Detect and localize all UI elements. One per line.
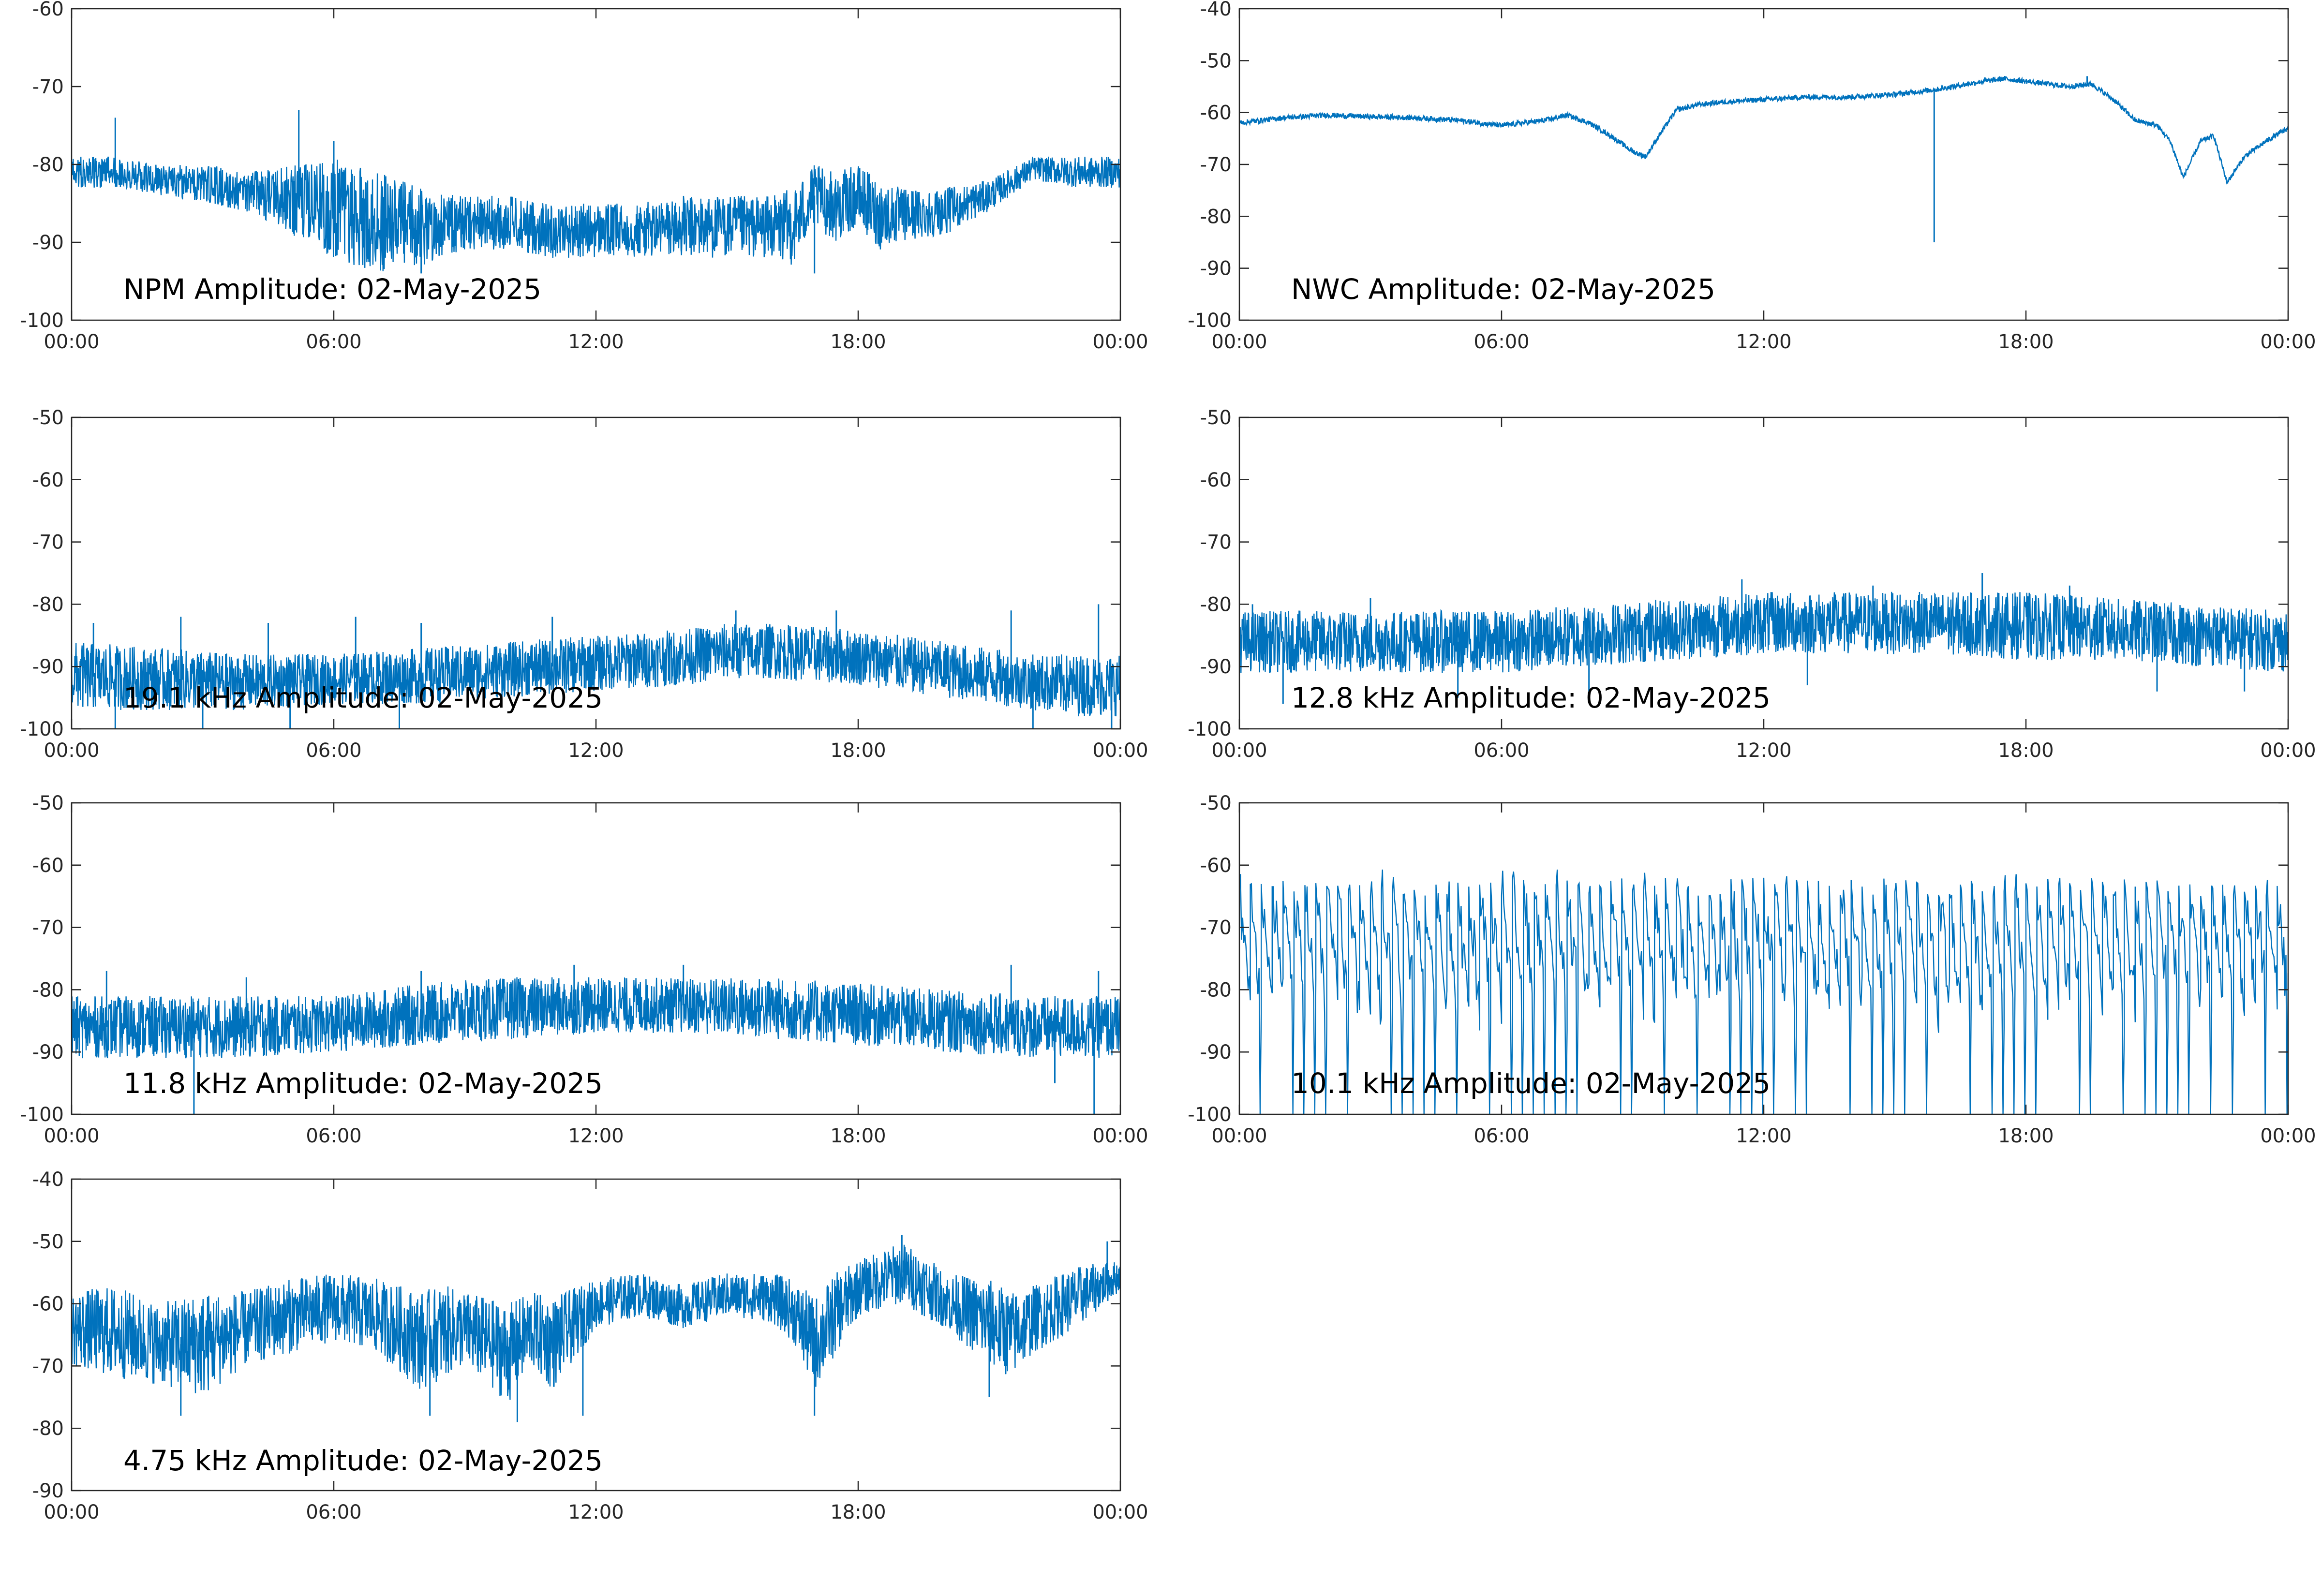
y-tick-label: -40	[32, 1168, 64, 1191]
y-tick-label: -60	[32, 469, 64, 491]
panel-title: 19.1 kHz Amplitude: 02-May-2025	[123, 681, 603, 714]
y-tick-label: -80	[32, 154, 64, 176]
data-line	[1239, 869, 2288, 1114]
panel-nwc: 00:00 06:00 12:00 18:00 00:00 -40 -50 -60 -70 -80…	[1188, 0, 2316, 353]
x-tick-label: 00:00	[1092, 331, 1148, 353]
x-tick-label: 06:00	[1474, 331, 1529, 353]
x-tick-label: 18:00	[830, 1125, 886, 1147]
x-tick-label: 00:00	[1211, 1125, 1267, 1147]
x-tick-label: 18:00	[830, 1501, 886, 1523]
panel-title: NWC Amplitude: 02-May-2025	[1291, 273, 1715, 306]
y-tick-label: -50	[1200, 792, 1232, 814]
x-tick-label: 00:00	[44, 1125, 99, 1147]
y-tick-label: -50	[32, 792, 64, 814]
y-tick-label: -50	[32, 407, 64, 429]
y-tick-label: -80	[1200, 593, 1232, 616]
x-tick-label: 00:00	[2260, 739, 2316, 762]
panel-10-1-khz: 00:00 06:00 12:00 18:00 00:00 -50 -60 -70 -80 -90…	[1188, 792, 2316, 1147]
y-tick-label: -80	[32, 979, 64, 1001]
x-tick-label: 18:00	[1998, 739, 2054, 762]
y-tick-label: -50	[1200, 50, 1232, 72]
x-tick-label: 06:00	[1474, 739, 1529, 762]
x-tick-label: 00:00	[44, 1501, 99, 1523]
panel-title: 12.8 kHz Amplitude: 02-May-2025	[1291, 681, 1771, 714]
y-tick-label: -80	[1200, 206, 1232, 228]
y-tick-label: -70	[32, 917, 64, 939]
y-tick-label: -60	[1200, 855, 1232, 877]
y-tick-label: -90	[32, 1041, 64, 1064]
x-tick-label: 06:00	[1474, 1125, 1529, 1147]
y-tick-label: -60	[32, 0, 64, 20]
data-line	[72, 623, 1120, 717]
y-tick-label: -90	[32, 1480, 64, 1502]
y-tick-label: -80	[32, 1418, 64, 1440]
y-tick-label: -100	[20, 718, 64, 740]
x-tick-label: 00:00	[44, 331, 99, 353]
x-tick-label: 00:00	[1092, 739, 1148, 762]
x-tick-label: 00:00	[1211, 331, 1267, 353]
y-tick-label: -100	[20, 310, 64, 332]
x-tick-label: 12:00	[568, 1501, 624, 1523]
panel-title: 10.1 kHz Amplitude: 02-May-2025	[1291, 1067, 1771, 1100]
x-tick-label: 06:00	[306, 1501, 361, 1523]
y-tick-label: -80	[32, 593, 64, 616]
y-tick-label: -60	[1200, 469, 1232, 491]
y-tick-label: -70	[32, 1355, 64, 1377]
x-tick-label: 00:00	[2260, 331, 2316, 353]
data-line	[72, 156, 1120, 271]
x-tick-label: 06:00	[306, 331, 361, 353]
y-tick-label: -70	[32, 76, 64, 98]
y-tick-label: -90	[32, 232, 64, 254]
panel-title: 11.8 kHz Amplitude: 02-May-2025	[123, 1067, 603, 1100]
x-tick-label: 00:00	[1092, 1501, 1148, 1523]
data-line	[1239, 591, 2288, 673]
data-line	[72, 977, 1120, 1059]
panel-19-1-khz: 00:00 06:00 12:00 18:00 00:00 -50 -60 -70 -80 -90…	[20, 407, 1148, 762]
panel-4-75-khz: 00:00 06:00 12:00 18:00 00:00 -40 -50 -60 -70 -80…	[32, 1168, 1148, 1523]
data-line	[1239, 76, 2288, 186]
y-tick-label: -100	[20, 1104, 64, 1126]
x-tick-label: 00:00	[1092, 1125, 1148, 1147]
x-tick-label: 12:00	[1736, 331, 1791, 353]
y-tick-label: -60	[32, 855, 64, 877]
x-tick-label: 18:00	[830, 331, 886, 353]
panel-title: 4.75 kHz Amplitude: 02-May-2025	[123, 1444, 603, 1477]
x-tick-label: 12:00	[568, 331, 624, 353]
data-line	[72, 1244, 1120, 1400]
x-tick-label: 12:00	[1736, 739, 1791, 762]
x-tick-label: 18:00	[1998, 1125, 2054, 1147]
y-tick-label: -70	[1200, 154, 1232, 176]
y-tick-label: -70	[1200, 532, 1232, 554]
y-tick-label: -100	[1188, 1104, 1232, 1126]
panel-12-8-khz: 00:00 06:00 12:00 18:00 00:00 -50 -60 -70 -80 -90…	[1188, 407, 2316, 762]
panel-npm: 00:00 06:00 12:00 18:00 00:00 -60 -70 -80 -90 -10…	[20, 0, 1148, 353]
x-tick-label: 06:00	[306, 739, 361, 762]
x-tick-label: 12:00	[1736, 1125, 1791, 1147]
x-tick-label: 12:00	[568, 1125, 624, 1147]
x-tick-label: 00:00	[44, 739, 99, 762]
x-tick-label: 00:00	[1211, 739, 1267, 762]
y-tick-label: -70	[32, 532, 64, 554]
y-tick-label: -90	[1200, 258, 1232, 280]
y-tick-label: -60	[32, 1293, 64, 1315]
y-tick-label: -90	[1200, 656, 1232, 678]
panel-title: NPM Amplitude: 02-May-2025	[123, 273, 541, 306]
x-tick-label: 12:00	[568, 739, 624, 762]
x-tick-label: 18:00	[830, 739, 886, 762]
y-tick-label: -70	[1200, 917, 1232, 939]
y-tick-label: -80	[1200, 979, 1232, 1001]
y-tick-label: -90	[1200, 1041, 1232, 1064]
y-tick-label: -50	[1200, 407, 1232, 429]
y-tick-label: -90	[32, 656, 64, 678]
x-tick-label: 18:00	[1998, 331, 2054, 353]
y-tick-label: -50	[32, 1231, 64, 1253]
y-tick-label: -100	[1188, 310, 1232, 332]
x-tick-label: 00:00	[2260, 1125, 2316, 1147]
y-tick-label: -40	[1200, 0, 1232, 20]
panel-11-8-khz: 00:00 06:00 12:00 18:00 00:00 -50 -60 -70 -80 -90…	[20, 792, 1148, 1147]
y-tick-label: -100	[1188, 718, 1232, 740]
x-tick-label: 06:00	[306, 1125, 361, 1147]
y-tick-label: -60	[1200, 102, 1232, 124]
